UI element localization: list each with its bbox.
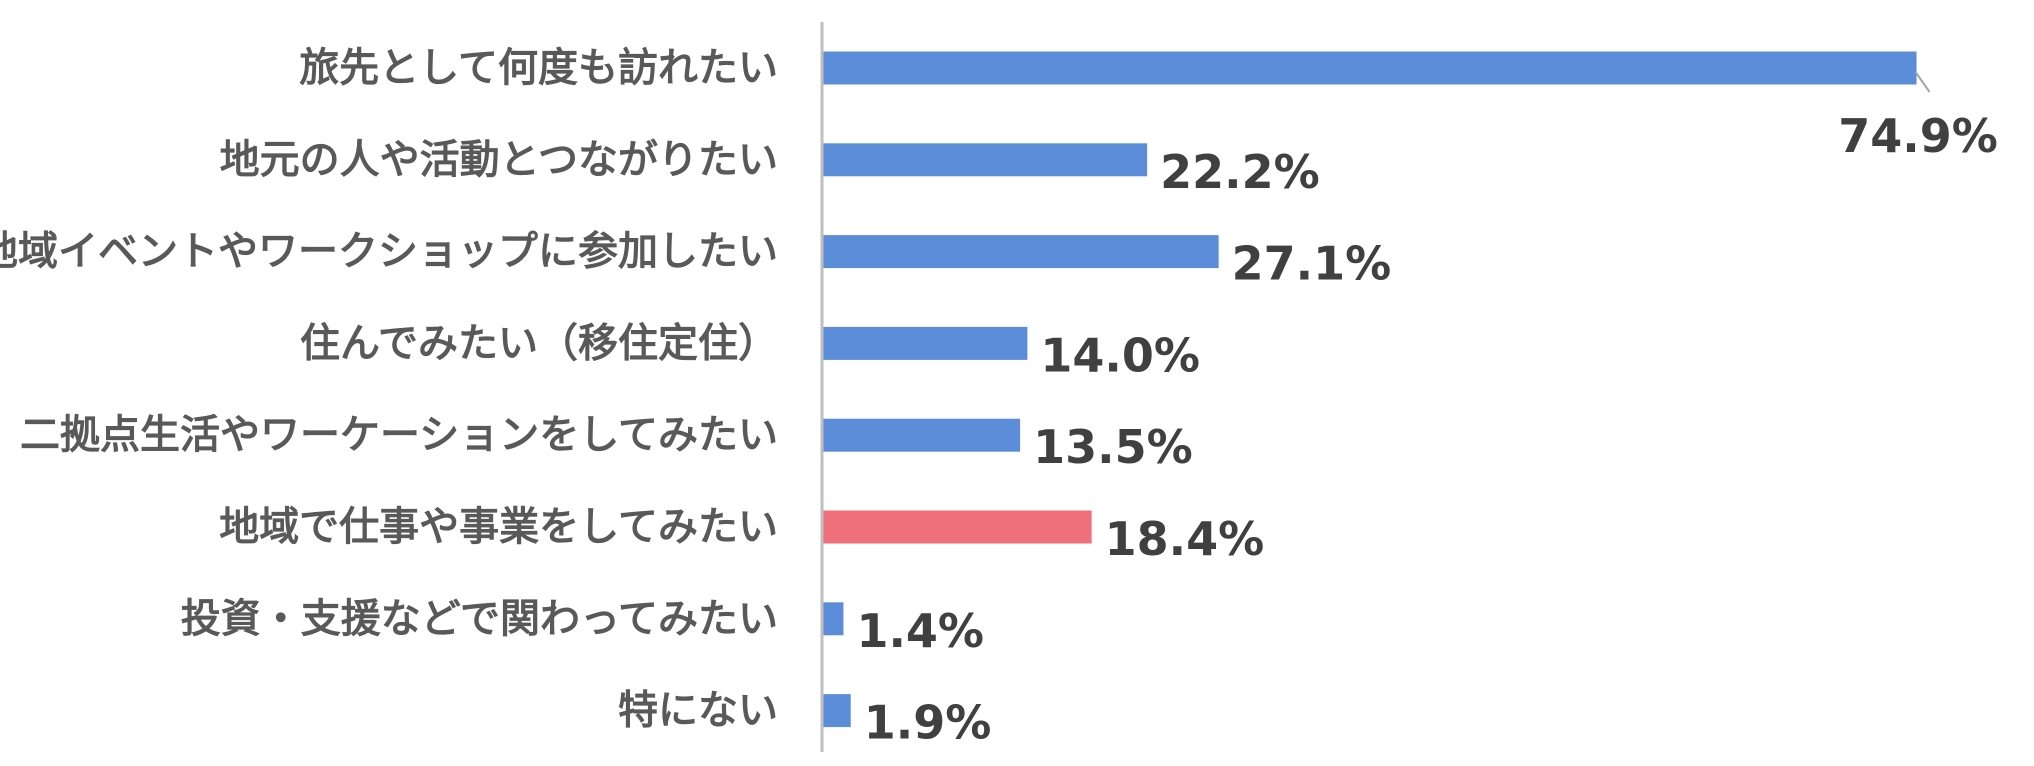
category-label: 投資・支援などで関わってみたい (181, 596, 778, 642)
value-label: 14.0% (1040, 328, 1200, 382)
category-label: 地域イベントやワークショップに参加したい (0, 229, 778, 275)
category-label: 特にない (618, 688, 778, 734)
category-label: 住んでみたい（移住定住） (300, 320, 778, 366)
bar (823, 326, 1028, 360)
category-label: 地元の人や活動とつながりたい (220, 137, 778, 183)
value-label: 18.4% (1105, 512, 1265, 566)
bar (823, 694, 851, 728)
value-label-leader-line (1914, 71, 1931, 93)
labels-layer: 旅先として何度も訪れたい 74.9% 地元の人や活動とつながりたい 22.2% 地域イベ… (0, 45, 1998, 750)
bar (823, 143, 1148, 177)
bar (823, 235, 1219, 269)
bar (823, 602, 844, 636)
value-label: 13.5% (1033, 420, 1193, 474)
bar (823, 51, 1917, 85)
value-label: 1.9% (864, 696, 992, 750)
value-label: 27.1% (1232, 237, 1392, 291)
value-label: 1.4% (856, 604, 984, 658)
bar (823, 418, 1021, 452)
category-label: 旅先として何度も訪れたい (299, 45, 778, 91)
value-label: 22.2% (1160, 145, 1320, 199)
bar (823, 510, 1092, 544)
category-label: 地域で仕事や事業をしてみたい (219, 504, 778, 550)
category-label: 二拠点生活やワーケーションをしてみたい (20, 412, 778, 458)
value-label: 74.9% (1838, 109, 1998, 163)
bars-layer (823, 51, 1917, 728)
